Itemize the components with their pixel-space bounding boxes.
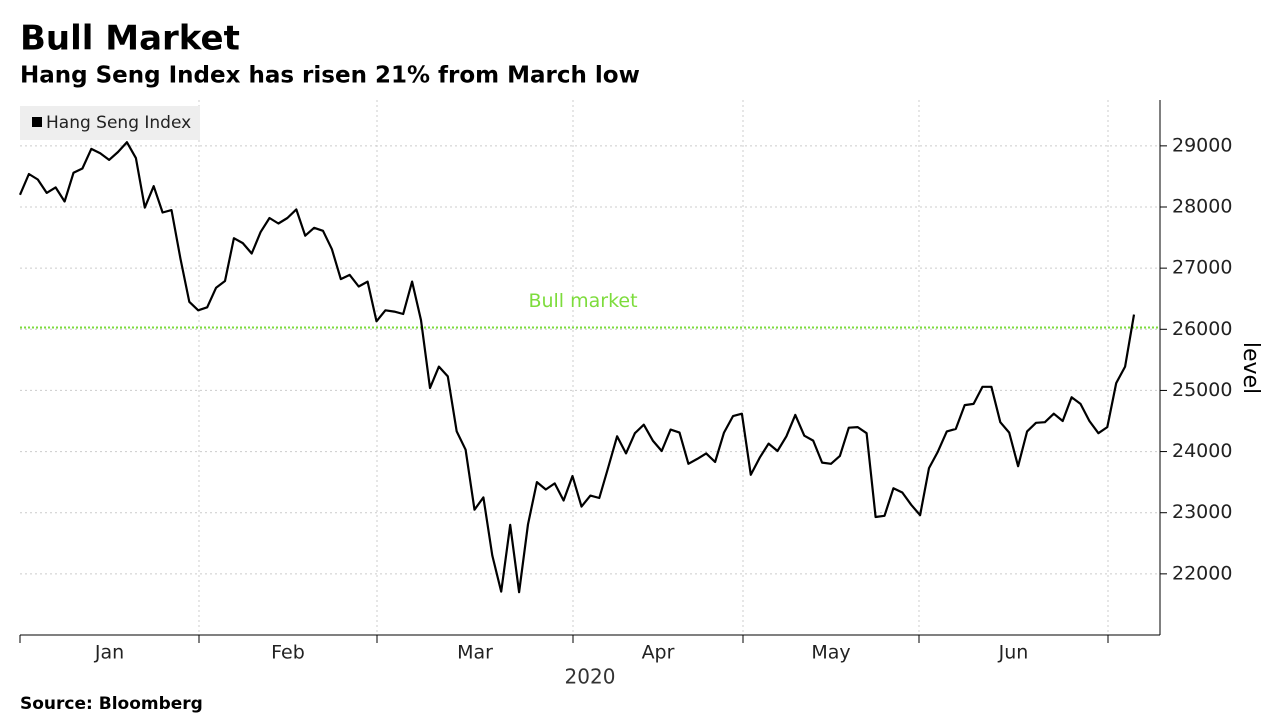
source: Source: Bloomberg (20, 694, 203, 714)
legend-box (20, 106, 200, 140)
x-tick-label: Mar (457, 642, 493, 664)
reference-label: Bull market (528, 290, 637, 312)
y-axis-label: level (1238, 342, 1263, 394)
x-tick-label: Feb (271, 642, 305, 664)
chart-subtitle: Hang Seng Index has risen 21% from March… (20, 63, 640, 89)
chart-title: Bull Market (20, 19, 240, 59)
y-tick-label: 25000 (1172, 379, 1232, 401)
y-tick-label: 23000 (1172, 501, 1232, 523)
y-tick-label: 29000 (1172, 134, 1232, 156)
y-tick-label: 26000 (1172, 318, 1232, 340)
x-tick-label: May (811, 642, 850, 664)
legend-label: Hang Seng Index (46, 113, 191, 133)
x-tick-label: Jun (998, 642, 1029, 664)
y-tick-label: 22000 (1172, 562, 1232, 584)
x-tick-label: Jan (94, 642, 124, 664)
x-tick-label: Apr (642, 642, 675, 664)
y-tick-label: 24000 (1172, 440, 1232, 462)
year-label: 2020 (565, 665, 616, 689)
y-tick-label: 27000 (1172, 257, 1232, 279)
series-line (18, 141, 1136, 594)
legend-swatch (32, 117, 42, 127)
y-tick-label: 28000 (1172, 196, 1232, 218)
